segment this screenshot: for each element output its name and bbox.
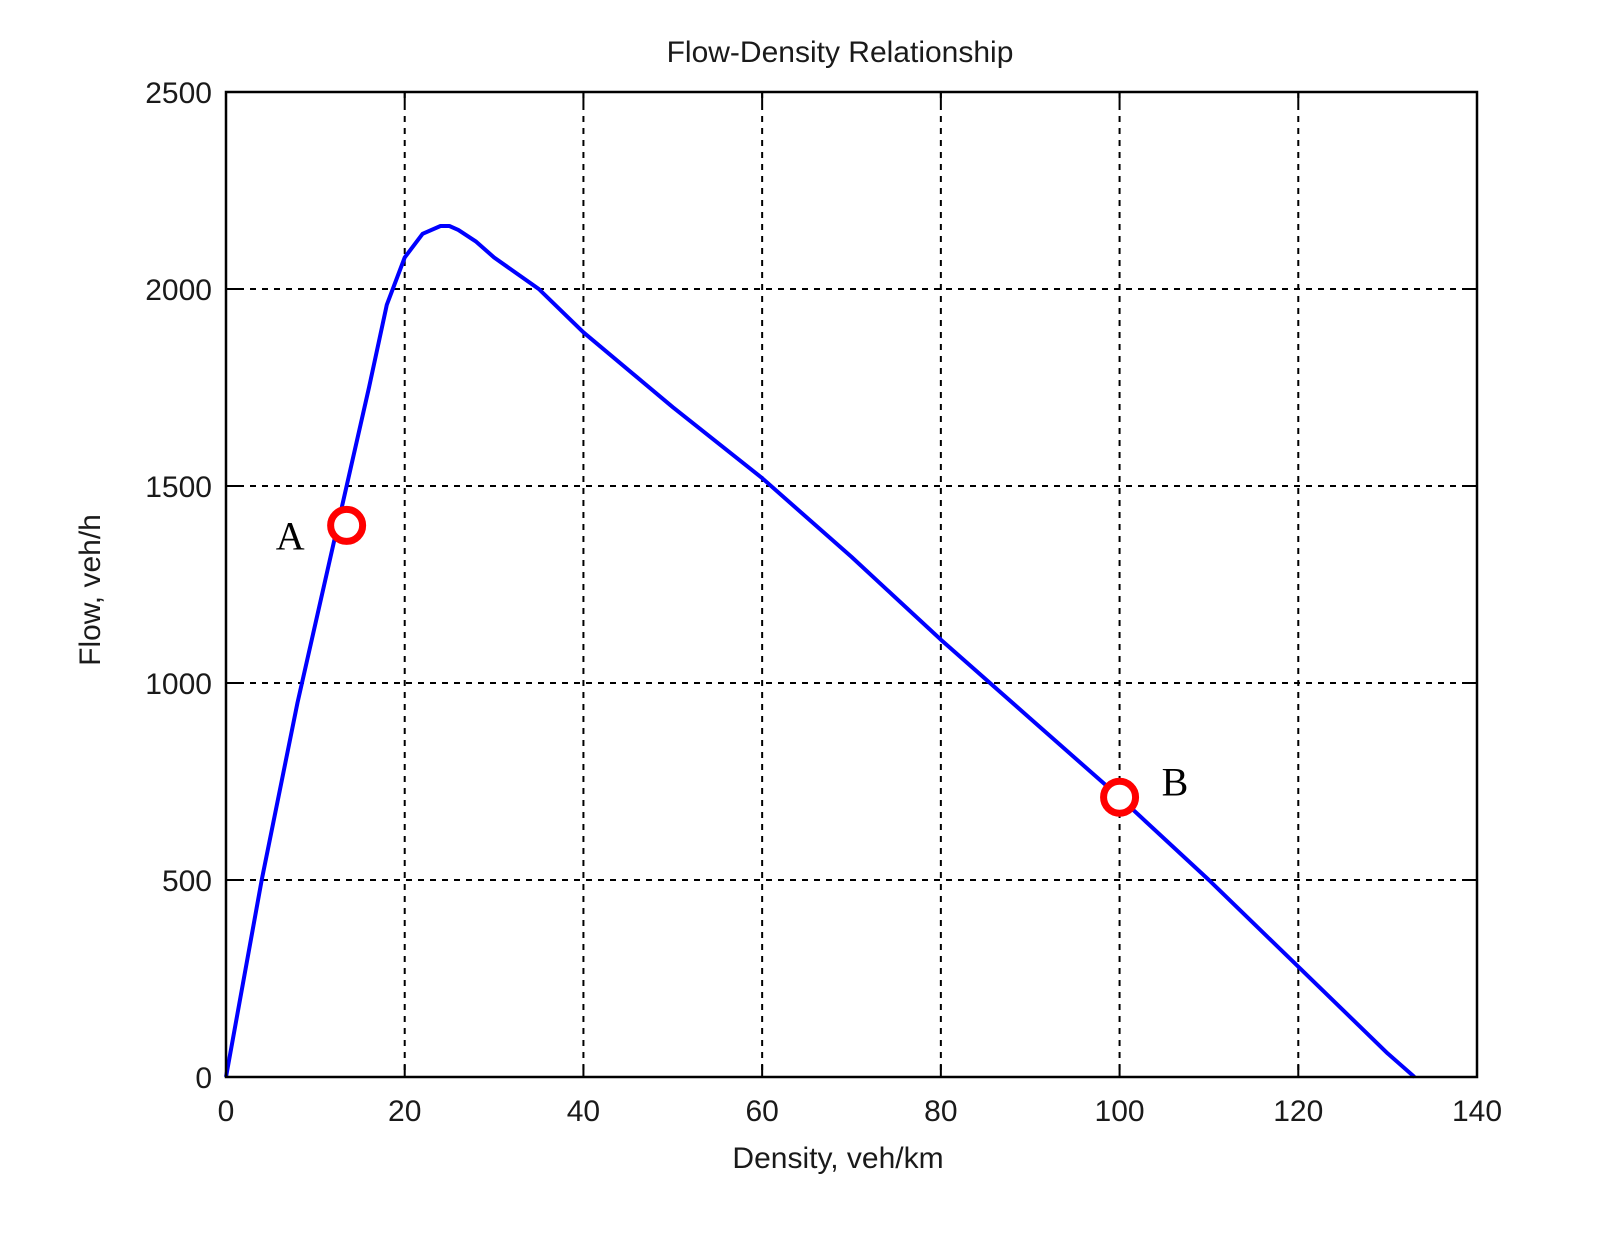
x-tick-label: 140 bbox=[1452, 1095, 1502, 1128]
x-tick-label: 20 bbox=[388, 1095, 421, 1128]
y-tick-label: 0 bbox=[195, 1062, 212, 1095]
x-tick-label: 100 bbox=[1095, 1095, 1145, 1128]
axis-ticks: 0 20 40 60 80 100 120 140 0 500 1000 1500 2000 2500 bbox=[145, 77, 1502, 1128]
chart-title: Flow-Density Relationship bbox=[667, 36, 1014, 69]
y-tick-label: 1500 bbox=[145, 471, 212, 504]
x-tick-label: 80 bbox=[924, 1095, 957, 1128]
y-tick-label: 500 bbox=[162, 865, 212, 898]
x-tick-label: 60 bbox=[745, 1095, 778, 1128]
y-axis-label: Flow, veh/h bbox=[74, 514, 107, 666]
flow-density-curve bbox=[224, 224, 1416, 1079]
point-label-a: A bbox=[276, 513, 305, 558]
highlight-points: AB bbox=[276, 505, 1189, 817]
y-tick-label: 2000 bbox=[145, 274, 212, 307]
plot-frame bbox=[224, 90, 1479, 1079]
series-layer bbox=[224, 224, 1416, 1079]
x-tick-label: 40 bbox=[567, 1095, 600, 1128]
point-marker-a bbox=[327, 505, 367, 545]
y-tick-label: 1000 bbox=[145, 668, 212, 701]
x-tick-label: 120 bbox=[1273, 1095, 1323, 1128]
grid-lines bbox=[226, 92, 1477, 1077]
point-label-b: B bbox=[1162, 759, 1189, 804]
x-axis-label: Density, veh/km bbox=[732, 1142, 943, 1175]
y-tick-label: 2500 bbox=[145, 77, 212, 110]
x-tick-label: 0 bbox=[218, 1095, 235, 1128]
point-marker-b bbox=[1100, 777, 1140, 817]
